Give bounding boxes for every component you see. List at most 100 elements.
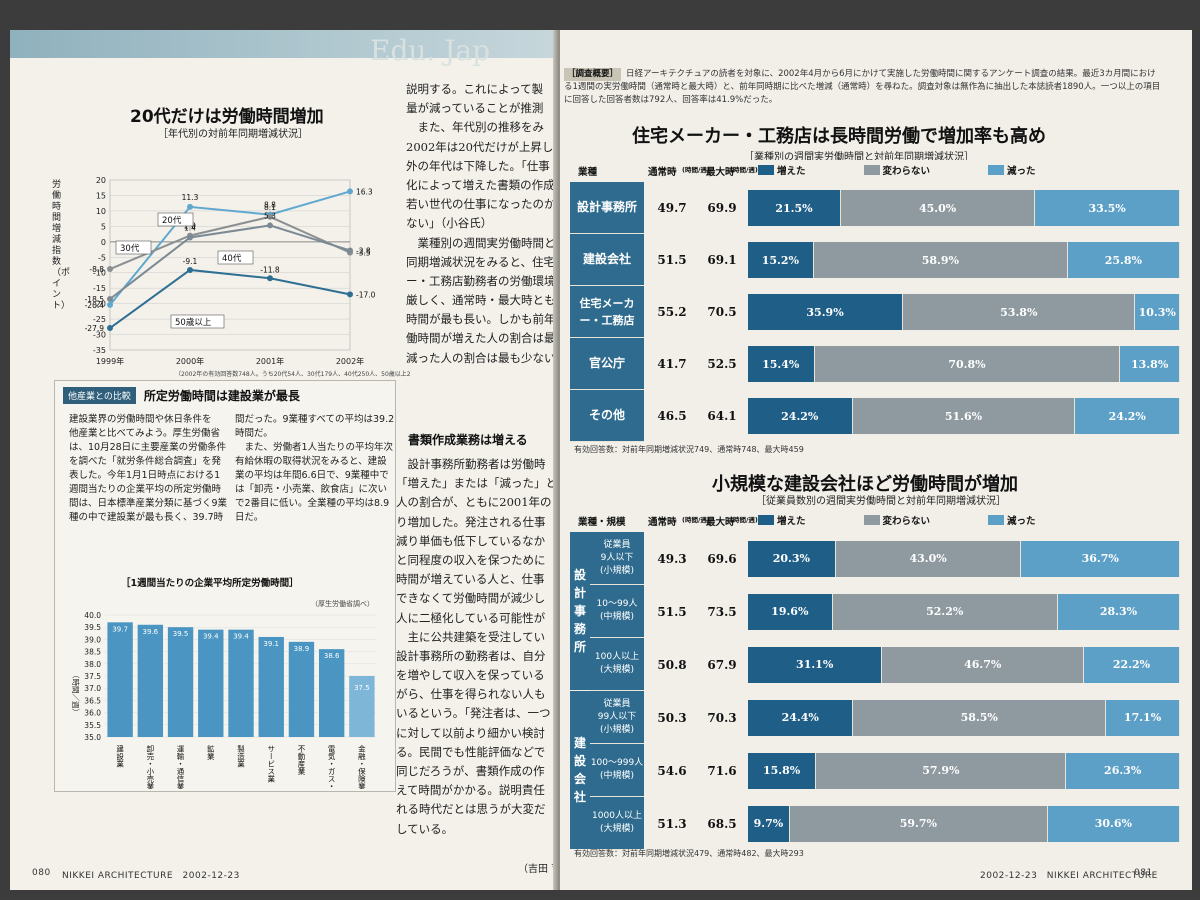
body-text-line: いるという。「発注者は、一つ	[396, 706, 551, 721]
col-header-normal: 通常時	[648, 517, 677, 528]
normal-hours: 51.3	[657, 816, 687, 831]
increase-segment: 15.8%	[748, 752, 817, 789]
page-number-left: 080	[32, 868, 51, 878]
box-text-line: 間だった。9業種すべての平均は39.2	[235, 414, 395, 425]
bar	[318, 649, 345, 737]
decrease-segment: 36.7%	[1021, 540, 1180, 577]
data-point	[107, 301, 113, 308]
category-label: 鉱業	[206, 744, 215, 762]
footer-right: 2002-12-23 NIKKEI ARCHITECTURE	[980, 871, 1158, 881]
table2-note: 有効回答数：対前年同期増減状況479、通常時482、最大時293	[574, 849, 804, 858]
same-segment: 59.7%	[789, 805, 1048, 842]
legend-swatch	[988, 515, 1005, 525]
bar-value-label: 39.4	[203, 633, 219, 641]
box-text-line: 種の中で建設業が最も長く、39.7時	[69, 512, 224, 523]
col-header-max: 最大時	[706, 167, 735, 178]
row-label: 従業員 9人以下 (小規模)	[590, 532, 644, 585]
stacked-bar: 35.9% 53.8% 10.3%	[748, 294, 1180, 330]
body-text-line: る。民間でも性能評価などで	[396, 744, 546, 759]
data-point	[267, 222, 273, 229]
industry-bar-chart: 35.0 35.5 36.0 36.5 37.0 37.5 38.0 38.5 39.0 39.5…	[71, 611, 377, 789]
max-hours: 69.1	[707, 253, 737, 267]
body-text-line: 業種別の週間実労働時間と	[406, 235, 556, 250]
bar	[228, 629, 254, 737]
col-header-unit: (時間/週)	[682, 166, 710, 174]
box-text-line: 有給休暇の取得状況をみると、建設	[235, 456, 387, 467]
box-text-line: 表した。今年1月1日時点における1	[69, 470, 221, 481]
same-segment: 43.0%	[835, 540, 1022, 577]
y-tick-label: 10	[96, 207, 106, 216]
byline: （吉田 育子）	[518, 864, 558, 875]
data-label: 5.3	[264, 211, 276, 220]
row-label: 10〜99人 (中規模)	[590, 585, 644, 638]
stacked-bar: 20.3% 43.0% 36.7%	[748, 540, 1180, 577]
max-hours: 68.5	[707, 816, 737, 831]
footer-left: NIKKEI ARCHITECTURE 2002-12-23	[62, 871, 240, 881]
body-text-col2: 設計事務所勤務者は労働時 「増えた」または「減った」と 人の割合が、ともに2001年…	[396, 455, 557, 839]
legend-label: 増えた	[777, 166, 806, 177]
decrease-segment: 17.1%	[1106, 699, 1180, 736]
table-row: 建設会社 51.5 69.1 15.2% 58.9% 25.8%	[570, 234, 1182, 286]
category-label: 金融・保険業	[357, 744, 366, 789]
increase-segment: 19.6%	[748, 593, 833, 630]
data-label: -9.1	[183, 257, 198, 266]
line-chart-subtitle: ［年代別の対前年同期増減状況］	[158, 129, 308, 140]
same-segment: 58.5%	[853, 699, 1107, 736]
plot-frame	[109, 179, 351, 351]
bar-value-label: 39.6	[143, 628, 159, 636]
stacked-bar: 31.1% 46.7% 22.2%	[748, 646, 1180, 683]
watermark: Edu. Jap	[370, 34, 491, 67]
increase-segment: 31.1%	[748, 646, 883, 683]
normal-hours: 55.2	[657, 305, 687, 319]
row-label: 従業員 99人以下 (小規模)	[590, 691, 644, 744]
table-header: 業種・規模 通常時 (時間/週) 最大時 (時間/週) 増えた 変わらない 減った	[570, 510, 1182, 530]
same-segment: 58.9%	[813, 242, 1069, 278]
category-label: サービス業	[266, 745, 275, 784]
increase-segment: 21.5%	[748, 190, 841, 226]
normal-hours: 49.7	[657, 201, 687, 215]
data-label: -2.8	[356, 246, 371, 255]
y-tick-label: -30	[93, 331, 106, 340]
survey-text: 日経アーキテクチュアの読者を対象に、2002年4月から6月にかけて実施した労働時…	[564, 69, 1161, 105]
body-text-line: 2002年は20代だけが上昇し	[406, 139, 554, 154]
bar-chart-title: ［1週間当たりの企業平均所定労働時間］	[121, 578, 299, 589]
row-label: 100人以上 (大規模)	[590, 638, 644, 691]
bar-value-label: 39.5	[173, 630, 189, 638]
y-tick-label: -35	[93, 346, 106, 355]
y-tick-label: 38.5	[84, 648, 101, 657]
y-tick-label: 35.5	[84, 721, 101, 730]
max-hours: 70.3	[707, 710, 737, 725]
col-header-normal: 通常時	[648, 167, 677, 178]
increase-segment: 20.3%	[748, 540, 836, 577]
same-segment: 53.8%	[903, 294, 1136, 330]
box-text-col1: 建設業界の労働時間や休日条件を 他産業と比べてみよう。厚生労働省 は、10月28日に…	[69, 413, 227, 525]
series-tag-box	[217, 250, 254, 265]
decrease-segment: 33.5%	[1035, 190, 1180, 226]
y-tick-label: -25	[93, 315, 106, 324]
legend-label: 増えた	[777, 516, 806, 527]
legend-swatch	[758, 165, 774, 175]
data-label: -3.5	[356, 249, 371, 258]
section-heading: 書類作成業務は増える	[408, 433, 528, 447]
decrease-segment: 28.3%	[1057, 593, 1180, 630]
data-point	[107, 325, 113, 332]
max-hours: 52.5	[707, 357, 737, 371]
box-text-line: 時間だ。	[235, 428, 273, 439]
bar-value-label: 39.4	[233, 633, 249, 641]
col-header-unit: (時間/週)	[730, 516, 758, 524]
box-text-line: 業の平均は年間6.6日で、9業種中で	[235, 470, 389, 481]
body-text-line: できなくて労働時間が減少し	[396, 591, 546, 606]
x-tick-label: 2001年	[256, 356, 284, 366]
table-row: 100人以上 (大規模) 50.8 67.9 31.1% 46.7% 22.2%	[570, 638, 1182, 691]
data-point	[107, 266, 113, 273]
data-point	[347, 291, 353, 298]
body-text-line: がら、仕事を得られない人も	[396, 687, 546, 702]
col-header-type: 業種・規模	[578, 517, 626, 528]
increase-segment: 35.9%	[748, 294, 904, 330]
y-tick-label: 5	[101, 222, 106, 231]
survey-tag: ［調査概要］	[564, 68, 622, 81]
stacked-bar: 15.2% 58.9% 25.8%	[748, 242, 1180, 278]
stacked-bar: 21.5% 45.0% 33.5%	[748, 190, 1180, 226]
